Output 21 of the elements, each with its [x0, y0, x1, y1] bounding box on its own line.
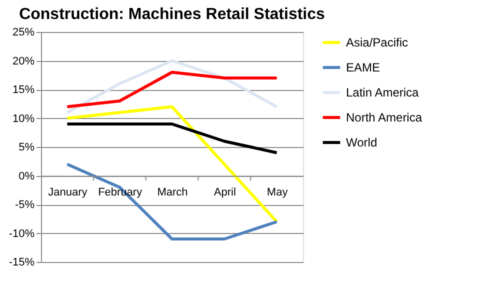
y-tick-label: 20% — [12, 55, 35, 68]
y-tick-label: 10% — [12, 112, 35, 125]
legend-label: Asia/Pacific — [346, 36, 408, 50]
y-tick-label: -10% — [8, 228, 35, 240]
y-tick-label: 15% — [12, 84, 35, 96]
x-tick-label: April — [214, 186, 236, 198]
legend-label: North America — [346, 110, 422, 124]
chart-title: Construction: Machines Retail Statistics — [19, 6, 326, 23]
y-tick-label: 5% — [18, 142, 35, 154]
line-series — [66, 70, 278, 108]
y-tick-label: 25% — [12, 26, 35, 38]
y-tick-label: -5% — [14, 199, 35, 211]
legend-label: Latin America — [346, 86, 420, 100]
x-tick-label: January — [48, 186, 88, 198]
line-series — [66, 59, 278, 114]
x-tick-label: May — [266, 186, 288, 198]
legend-label: EAME — [346, 60, 380, 74]
y-tick-label: 0% — [18, 170, 35, 182]
y-tick-label: -15% — [8, 256, 35, 268]
legend-label: World — [346, 136, 378, 150]
x-tick-label: March — [157, 186, 188, 198]
